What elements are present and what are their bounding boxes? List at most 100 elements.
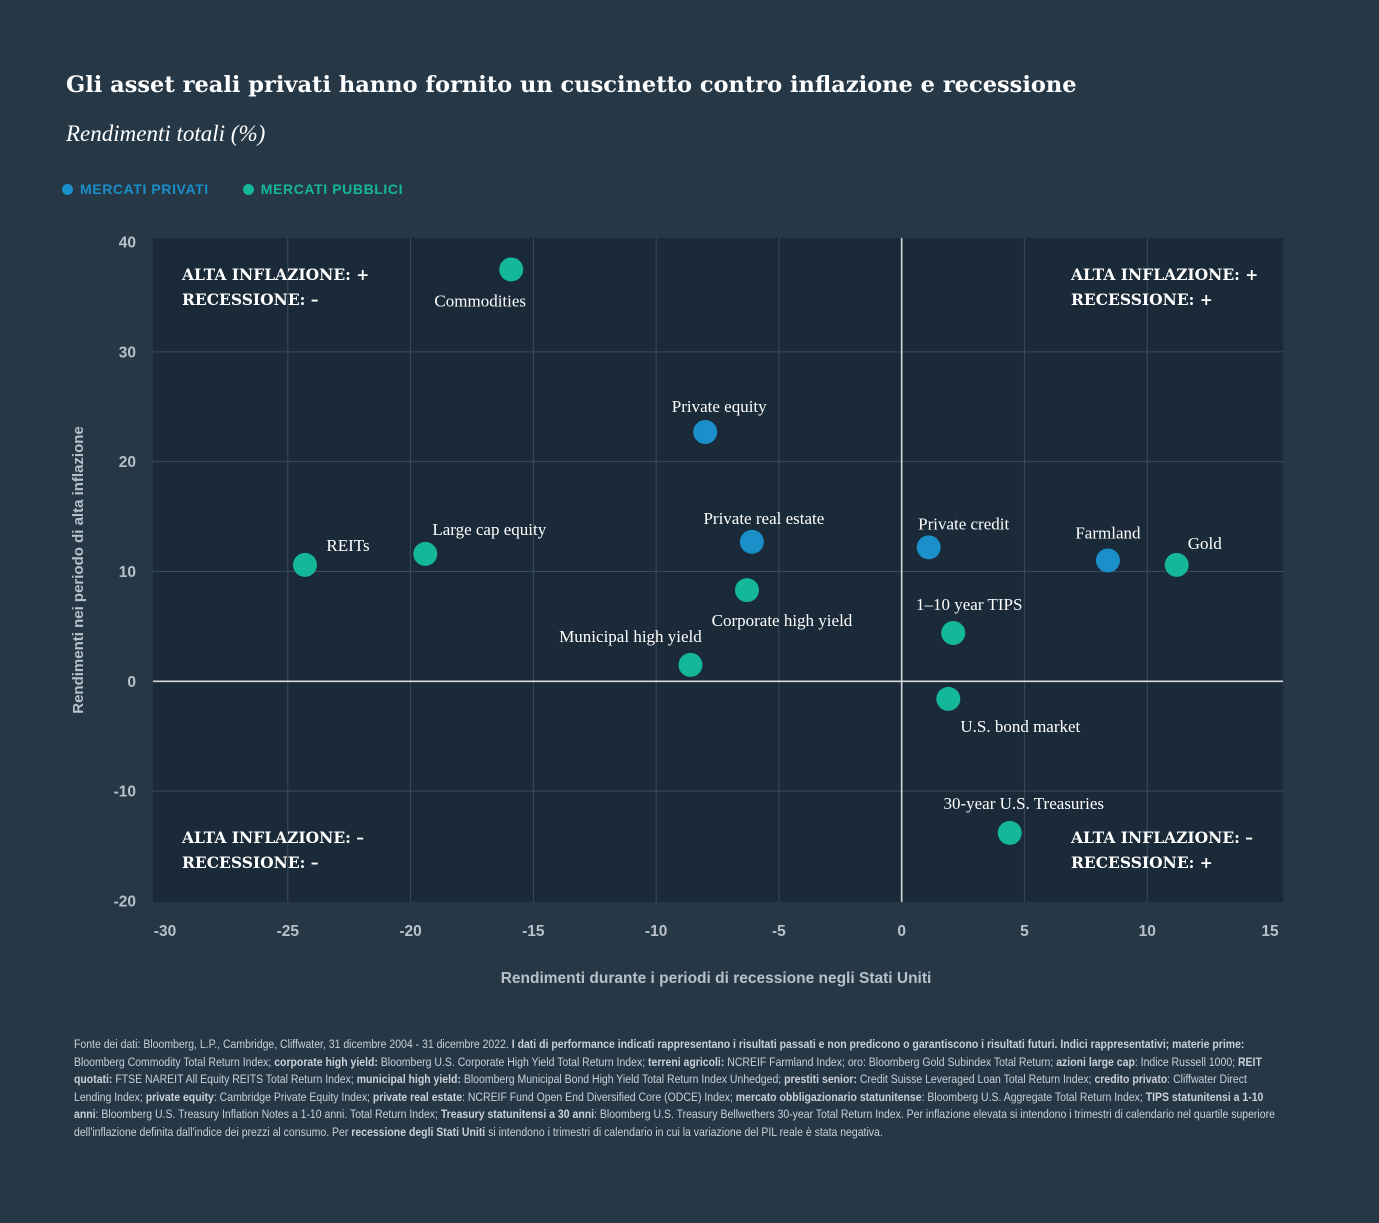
- zero-lines: [153, 238, 1283, 902]
- data-point: [413, 541, 438, 566]
- x-tick-label: -15: [522, 923, 545, 940]
- data-label: Private credit: [918, 514, 1009, 533]
- x-tick-label: 15: [1261, 923, 1279, 940]
- footnote-segment: TIPS statunitensi a 1-10 anni: [74, 1089, 1264, 1122]
- footnote-segment: Bloomberg Municipal Bond High Yield Tota…: [460, 1072, 785, 1086]
- y-axis-label: Rendimenti nei periodo di alta inflazion…: [70, 426, 87, 714]
- quadrant-label-line2: RECESSIONE: –: [182, 290, 319, 309]
- data-label: U.S. bond market: [960, 717, 1080, 736]
- data-point: [1164, 552, 1189, 577]
- data-label: Corporate high yield: [712, 611, 853, 630]
- data-label: REITs: [326, 536, 369, 555]
- data-point: [739, 529, 764, 554]
- x-axis-label: Rendimenti durante i periodi di recessio…: [501, 970, 932, 987]
- data-label: Gold: [1188, 534, 1223, 553]
- footnote-segment: : Bloomberg U.S. Aggregate Total Return …: [921, 1089, 1146, 1104]
- data-points: [292, 257, 1189, 845]
- data-point: [997, 820, 1022, 845]
- footnote-segment: recessione degli Stati Uniti: [351, 1124, 486, 1139]
- data-label: 30-year U.S. Treasuries: [943, 794, 1104, 813]
- quadrant-label-line1: ALTA INFLAZIONE: +: [181, 265, 369, 284]
- quadrant-label-line1: ALTA INFLAZIONE: +: [1070, 265, 1258, 284]
- footnote-segment: NCREIF Farmland Index; oro: Bloomberg Go…: [724, 1054, 1057, 1069]
- footnote-segment: private equity: [145, 1089, 214, 1104]
- data-label: Farmland: [1075, 524, 1141, 543]
- footnote-segment: prestiti senior:: [784, 1072, 857, 1086]
- data-point: [936, 686, 961, 711]
- data-label: Private real estate: [703, 509, 824, 528]
- y-tick-label: -20: [114, 894, 136, 911]
- x-tick-label: 5: [1020, 923, 1029, 940]
- y-tick-label: 10: [119, 564, 136, 581]
- footnote-segment: : Cambridge Private Equity Index;: [213, 1089, 373, 1104]
- data-point: [499, 257, 524, 282]
- footnote-segment: Bloomberg Commodity Total Return Index;: [74, 1054, 275, 1069]
- x-tick-label: 10: [1139, 923, 1156, 940]
- legend: MERCATI PRIVATI MERCATI PUBBLICI: [62, 181, 403, 197]
- footnote-segment: credito privato: [1094, 1072, 1168, 1086]
- x-tick-label: -30: [154, 923, 176, 940]
- x-tick-label: 0: [897, 923, 906, 940]
- footnote-segment: Credit Suisse Leveraged Loan Total Retur…: [856, 1072, 1095, 1086]
- chart-subtitle: Rendimenti totali (%): [66, 121, 266, 146]
- footnote-segment: Treasury statunitensi a 30 anni: [440, 1107, 595, 1121]
- footnote-segment: mercato obbligazionario statunitense: [735, 1089, 922, 1104]
- data-label: Private equity: [672, 397, 767, 416]
- footnote-segment: FTSE NAREIT All Equity REITS Total Retur…: [112, 1072, 357, 1086]
- legend-item-public: MERCATI PUBBLICI: [242, 181, 404, 197]
- x-tick-label: -5: [772, 923, 786, 940]
- footnote-segment: : Indice Russell 1000;: [1134, 1054, 1238, 1069]
- chart-title: Gli asset reali privati hanno fornito un…: [66, 72, 1077, 98]
- x-tick-label: -10: [645, 923, 667, 940]
- footnote-segment: municipal high yield:: [356, 1072, 461, 1086]
- quadrant-labels: ALTA INFLAZIONE: + RECESSIONE: – ALTA INFL…: [181, 265, 1258, 872]
- footnote-segment: I dati di performance indicati rappresen…: [511, 1037, 1245, 1051]
- footnote-segment: Bloomberg U.S. Corporate High Yield Tota…: [377, 1054, 649, 1069]
- data-point: [916, 535, 941, 560]
- quadrant-label-line2: RECESSIONE: +: [1071, 853, 1213, 872]
- data-labels: Private equity Private real estate Private…: [326, 291, 1222, 812]
- footnote-segment: corporate high yield:: [274, 1054, 378, 1069]
- data-point: [734, 578, 759, 603]
- data-point: [678, 652, 703, 677]
- gridlines: [153, 238, 1283, 902]
- footnote: Fonte dei dati: Bloomberg, L.P., Cambrid…: [74, 1036, 1287, 1141]
- footnote-segment: REIT quotati:: [74, 1054, 1262, 1087]
- y-axis: -20 -10 0 10 20 30 40: [114, 235, 136, 911]
- data-point: [693, 420, 718, 445]
- y-tick-label: 30: [119, 344, 136, 361]
- quadrant-label-line2: RECESSIONE: –: [182, 853, 319, 872]
- legend-dot-private: [62, 183, 73, 195]
- footnote-segment: : Bloomberg U.S. Treasury Bellwethers 30…: [74, 1107, 1275, 1139]
- x-axis: -30 -25 -20 -15 -10 -5 0 5 10 15: [154, 923, 1279, 940]
- x-tick-label: -20: [399, 923, 421, 940]
- y-tick-label: -10: [114, 784, 136, 801]
- y-tick-label: 40: [119, 235, 136, 252]
- footnote-segment: Fonte dei dati: Bloomberg, L.P., Cambrid…: [74, 1037, 512, 1051]
- footnote-segment: : NCREIF Fund Open End Diversified Core …: [462, 1089, 736, 1104]
- legend-label-private: MERCATI PRIVATI: [80, 181, 209, 197]
- legend-item-private: MERCATI PRIVATI: [62, 181, 209, 197]
- footnote-segment: si intendono i trimestri di calendario i…: [485, 1124, 883, 1139]
- data-point: [1095, 548, 1120, 573]
- quadrant-label-line2: RECESSIONE: +: [1071, 290, 1213, 309]
- footnote-segment: : Cliffwater Direct Lending Index;: [74, 1072, 1247, 1104]
- data-label: Commodities: [434, 291, 526, 310]
- legend-label-public: MERCATI PUBBLICI: [260, 181, 404, 197]
- footnote-segment: private real estate: [372, 1089, 463, 1104]
- x-tick-label: -25: [277, 923, 300, 940]
- data-label: 1–10 year TIPS: [916, 595, 1022, 614]
- data-label: Large cap equity: [432, 520, 546, 539]
- legend-dot-public: [242, 183, 254, 195]
- quadrant-label-line1: ALTA INFLAZIONE: –: [181, 828, 364, 847]
- footnote-segment: azioni large cap: [1056, 1054, 1135, 1069]
- footnote-segment: terreni agricoli:: [648, 1054, 725, 1069]
- footnote-segment: : Bloomberg U.S. Treasury Inflation Note…: [95, 1107, 441, 1121]
- quadrant-label-line1: ALTA INFLAZIONE: –: [1070, 828, 1253, 847]
- data-point: [292, 552, 317, 577]
- data-label: Municipal high yield: [559, 627, 702, 646]
- y-tick-label: 0: [127, 674, 136, 691]
- data-point: [941, 621, 966, 646]
- y-tick-label: 20: [119, 454, 136, 471]
